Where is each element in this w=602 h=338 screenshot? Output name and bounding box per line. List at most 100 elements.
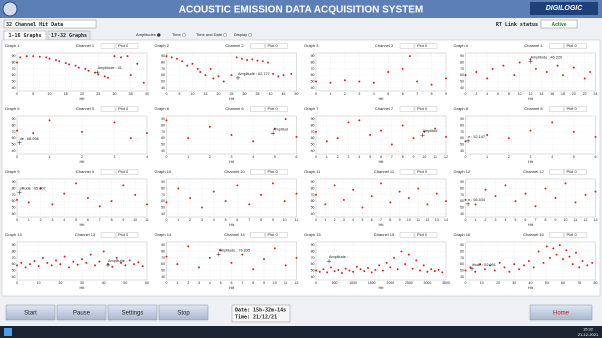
option-label[interactable]: Time and Date — [196, 32, 223, 37]
plot-box[interactable] — [564, 43, 587, 49]
button-label[interactable]: Settings — [122, 311, 144, 317]
button-label[interactable]: Pause — [73, 311, 91, 317]
option-label[interactable]: Amplitudes — [136, 32, 156, 37]
data-point — [507, 137, 510, 140]
plot-tools[interactable] — [549, 106, 564, 112]
plot-label[interactable]: Plot 0 — [567, 169, 578, 174]
plot-box[interactable] — [265, 169, 288, 175]
data-point — [437, 268, 440, 271]
plot-label[interactable]: Plot 0 — [118, 106, 129, 111]
plot-box[interactable] — [414, 169, 438, 175]
start-icon[interactable] — [4, 328, 12, 336]
plot-label[interactable]: Plot 0 — [417, 169, 428, 174]
plot-label[interactable]: Plot 0 — [118, 232, 129, 237]
plot-box[interactable] — [265, 232, 288, 238]
x-tick-label: 2 — [485, 218, 487, 222]
radio[interactable] — [156, 33, 161, 37]
channel-label: Channel 3 — [375, 43, 394, 48]
button[interactable] — [5, 304, 56, 321]
data-point — [94, 264, 96, 267]
x-tick-label: 5 — [387, 92, 389, 96]
plot-tools[interactable] — [399, 43, 415, 49]
plot-tools[interactable] — [250, 232, 265, 238]
data-point — [51, 203, 54, 206]
data-point — [389, 201, 392, 204]
option-label[interactable]: Display — [234, 32, 247, 37]
plot-box[interactable] — [564, 106, 587, 112]
home-label[interactable]: Home — [553, 311, 570, 317]
plot-tools[interactable] — [549, 43, 564, 49]
plot-box[interactable] — [414, 232, 438, 238]
home-button[interactable] — [529, 304, 593, 321]
data-point — [329, 266, 332, 269]
x-tick-label: 2 — [209, 155, 211, 159]
plot-box[interactable] — [414, 106, 438, 112]
x-tick-label: 20 — [496, 281, 500, 285]
button[interactable] — [107, 304, 158, 321]
data-point — [16, 264, 18, 267]
x-tick-label: 7 — [248, 218, 250, 222]
plot-label[interactable]: Plot 0 — [118, 43, 129, 48]
x-tick-label: 0 — [315, 281, 317, 285]
button-label[interactable]: Stop — [177, 311, 190, 317]
button[interactable] — [56, 304, 107, 321]
plot-tools[interactable] — [100, 169, 116, 175]
plot-label[interactable]: Plot 0 — [268, 43, 279, 48]
plot-tools[interactable] — [100, 43, 116, 49]
plot-box[interactable] — [564, 169, 587, 175]
plot-label[interactable]: Plot 0 — [268, 232, 279, 237]
plot-label[interactable]: Plot 0 — [567, 43, 578, 48]
plot-label[interactable]: Plot 0 — [417, 232, 428, 237]
plot-label[interactable]: Plot 0 — [268, 169, 279, 174]
plot-tools[interactable] — [399, 169, 415, 175]
plot-label[interactable]: Plot 0 — [268, 106, 279, 111]
button[interactable] — [158, 304, 209, 321]
plot-tools[interactable] — [549, 169, 564, 175]
x-tick-label: 45 — [282, 92, 286, 96]
plot-tools[interactable] — [100, 232, 116, 238]
radio[interactable] — [248, 33, 252, 37]
plot-box[interactable] — [115, 169, 139, 175]
data-point — [177, 187, 180, 190]
plot-tools[interactable] — [549, 232, 564, 238]
plot-tools[interactable] — [250, 43, 265, 49]
y-tick-label: 90 — [311, 54, 315, 58]
data-point — [113, 121, 116, 124]
plot-label[interactable]: Plot 0 — [567, 106, 578, 111]
plot-box[interactable] — [115, 232, 139, 238]
plot-tools[interactable] — [399, 106, 415, 112]
button-label[interactable]: Start — [24, 311, 37, 317]
data-point — [389, 266, 392, 269]
plot-tools[interactable] — [250, 169, 265, 175]
plot-box[interactable] — [115, 106, 139, 112]
tab-label[interactable]: 1-16 Graphs — [8, 33, 41, 39]
plot-label[interactable]: Plot 0 — [417, 43, 428, 48]
plot-tools[interactable] — [399, 232, 415, 238]
cursor — [271, 131, 276, 136]
x-tick-label: 0 — [166, 155, 168, 159]
data-point — [572, 130, 575, 133]
plot-box[interactable] — [414, 43, 438, 49]
plot-box[interactable] — [265, 106, 288, 112]
x-tick-label: 2 — [40, 218, 42, 222]
plot-label[interactable]: Plot 0 — [567, 232, 578, 237]
tab-label[interactable]: 17-32 Graphs — [51, 33, 87, 39]
x-tick-label: 3 — [530, 155, 532, 159]
y-tick-label: 40 — [311, 212, 315, 216]
plot-box[interactable] — [564, 232, 587, 238]
data-point — [589, 71, 592, 73]
plot-tools[interactable] — [250, 106, 265, 112]
plot-label[interactable]: Plot 0 — [417, 106, 428, 111]
plot-box[interactable] — [265, 43, 288, 49]
option-label[interactable]: Time — [172, 32, 182, 37]
plot-tools[interactable] — [100, 106, 116, 112]
y-tick-label: 80 — [311, 249, 315, 253]
data-point — [562, 74, 564, 77]
radio[interactable] — [181, 33, 186, 37]
plot-label[interactable]: Plot 0 — [118, 169, 129, 174]
x-tick-label: 9 — [399, 218, 401, 222]
data-point — [523, 264, 525, 267]
radio[interactable] — [223, 33, 227, 37]
plot-box[interactable] — [115, 43, 139, 49]
x-tick-label: 60 — [561, 281, 565, 285]
